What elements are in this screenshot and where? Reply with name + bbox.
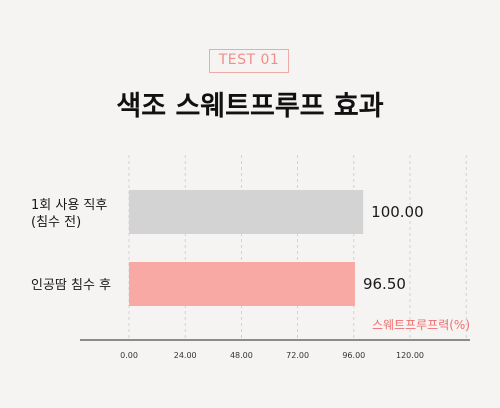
bars — [129, 190, 364, 306]
x-tick-label: 48.00 — [230, 351, 253, 360]
category-label: 1회 사용 직후 (침수 전) — [31, 198, 107, 230]
labels: 100.00 1회 사용 직후 (침수 전) 96.50 인공땀 침수 후 — [31, 198, 424, 293]
bar — [129, 190, 364, 234]
x-tick-label: 24.00 — [174, 351, 197, 360]
test-badge: TEST 01 — [209, 49, 289, 73]
value-label: 96.50 — [363, 275, 406, 293]
x-tick-label: 0.00 — [120, 351, 138, 360]
value-label: 100.00 — [371, 203, 424, 221]
x-tick-label: 96.00 — [342, 351, 365, 360]
x-tick-labels: 0.00 24.00 48.00 72.00 96.00 120.00 — [120, 351, 424, 360]
bar — [129, 262, 355, 306]
category-label: 인공땀 침수 후 — [31, 278, 111, 293]
x-tick-label: 120.00 — [396, 351, 424, 360]
chart-title: 색조 스웨트프루프 효과 — [116, 91, 384, 122]
x-axis-title: 스웨트프루프력(%) — [371, 318, 470, 332]
grid-lines — [128, 155, 467, 340]
x-tick-label: 72.00 — [286, 351, 309, 360]
